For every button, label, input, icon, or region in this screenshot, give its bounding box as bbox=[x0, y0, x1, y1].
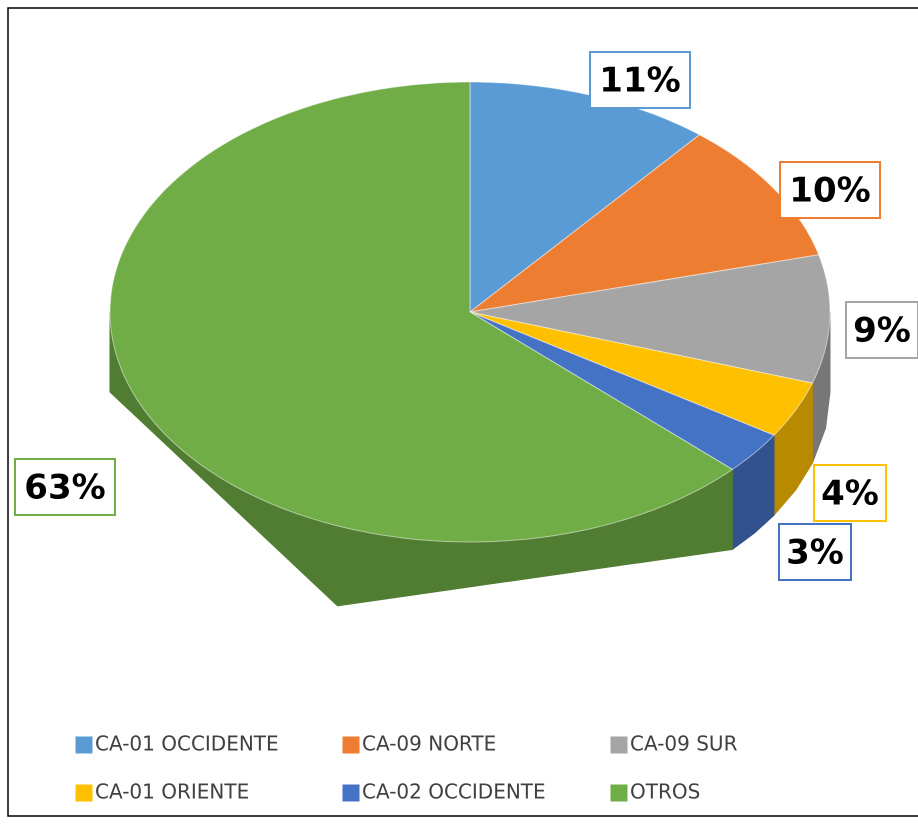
slice bbox=[469, 134, 820, 313]
data-label-box bbox=[778, 523, 852, 581]
slice bbox=[109, 81, 734, 543]
data-label-box bbox=[845, 301, 918, 359]
data-label: 9% bbox=[853, 311, 911, 351]
data-label: 3% bbox=[786, 533, 844, 573]
slice bbox=[469, 254, 831, 384]
data-label-box bbox=[14, 458, 116, 516]
data-label: 11% bbox=[599, 61, 680, 101]
legend-swatch bbox=[341, 735, 361, 755]
legend-swatch bbox=[74, 735, 94, 755]
legend-swatch bbox=[609, 783, 629, 803]
legend-label: CA-02 OCCIDENTE bbox=[362, 780, 546, 804]
legend-label: CA-01 OCCIDENTE bbox=[95, 732, 279, 756]
legend-label: OTROS bbox=[630, 780, 700, 804]
legend-label: CA-09 NORTE bbox=[362, 732, 496, 756]
data-label: 4% bbox=[821, 474, 879, 514]
legend-label: CA-01 ORIENTE bbox=[95, 780, 249, 804]
data-label-box bbox=[589, 51, 691, 109]
data-label-box bbox=[813, 464, 887, 522]
data-label-box bbox=[779, 161, 881, 219]
legend-swatch bbox=[341, 783, 361, 803]
legend-swatch bbox=[609, 735, 629, 755]
data-label: 10% bbox=[789, 171, 870, 211]
data-label: 63% bbox=[24, 468, 105, 508]
legend-label: CA-09 SUR bbox=[630, 732, 738, 756]
slice bbox=[469, 311, 775, 470]
slice bbox=[469, 311, 814, 436]
legend-swatch bbox=[74, 783, 94, 803]
